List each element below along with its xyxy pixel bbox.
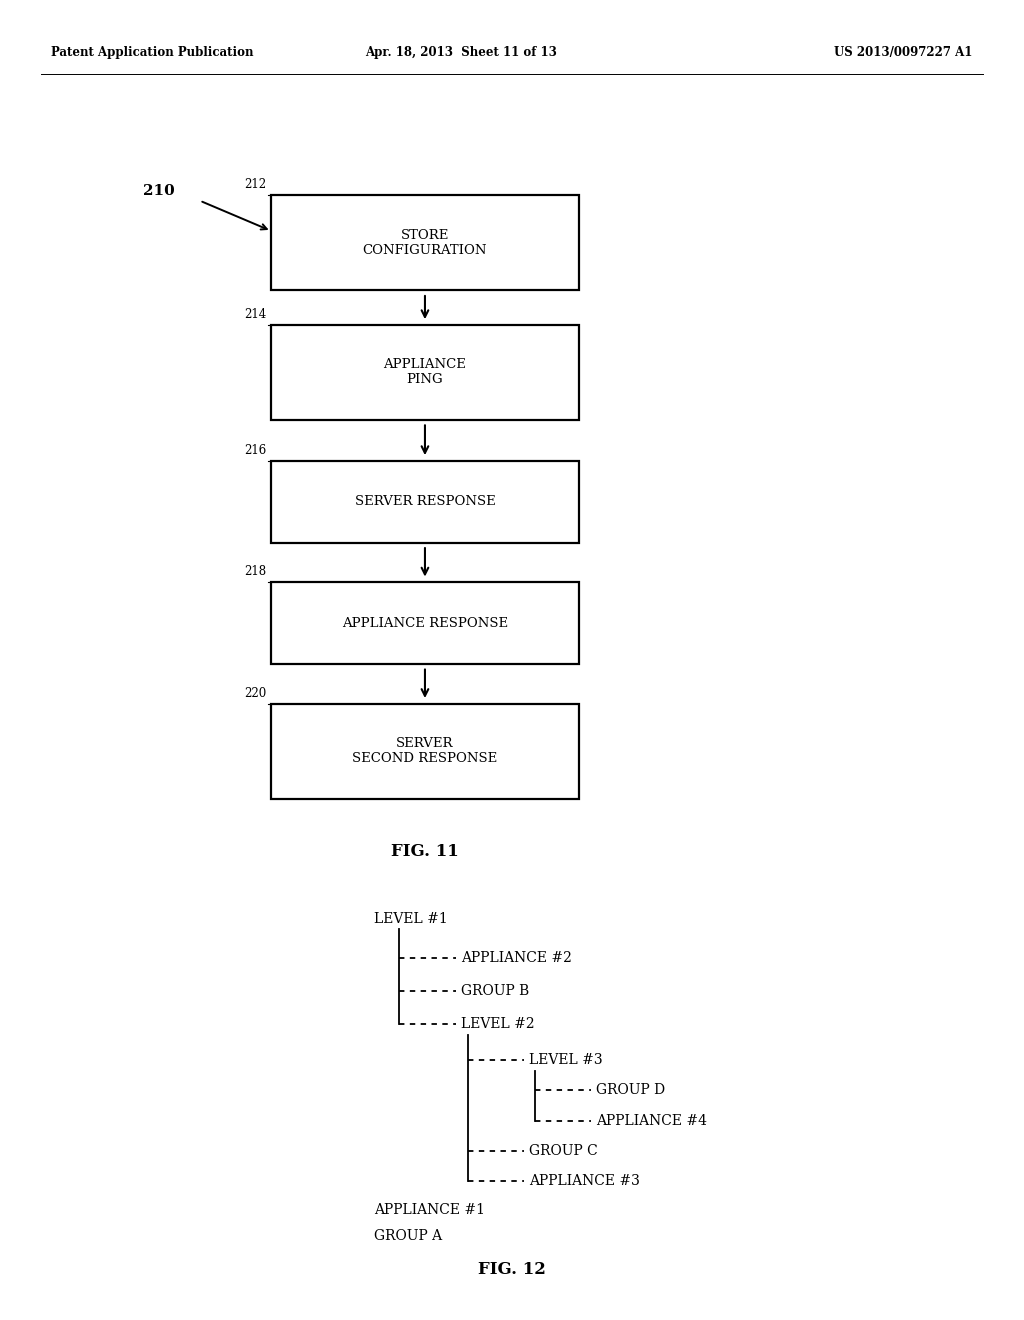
Text: APPLIANCE #4: APPLIANCE #4 <box>596 1114 707 1127</box>
Text: US 2013/0097227 A1: US 2013/0097227 A1 <box>835 46 973 59</box>
Bar <box>271 325 579 420</box>
Text: 214: 214 <box>244 308 266 321</box>
Text: APPLIANCE #1: APPLIANCE #1 <box>374 1204 484 1217</box>
Text: 212: 212 <box>244 178 266 191</box>
Text: GROUP D: GROUP D <box>596 1084 666 1097</box>
Text: 216: 216 <box>244 444 266 457</box>
Text: LEVEL #3: LEVEL #3 <box>529 1053 603 1067</box>
Text: SERVER
SECOND RESPONSE: SERVER SECOND RESPONSE <box>352 737 498 766</box>
Text: APPLIANCE
PING: APPLIANCE PING <box>384 358 466 387</box>
Text: Apr. 18, 2013  Sheet 11 of 13: Apr. 18, 2013 Sheet 11 of 13 <box>365 46 557 59</box>
Text: FIG. 12: FIG. 12 <box>478 1262 546 1278</box>
Bar <box>271 704 579 799</box>
Text: APPLIANCE RESPONSE: APPLIANCE RESPONSE <box>342 616 508 630</box>
Bar <box>271 195 579 290</box>
Text: APPLIANCE #2: APPLIANCE #2 <box>461 952 571 965</box>
Text: GROUP C: GROUP C <box>529 1144 598 1158</box>
Bar <box>271 461 579 543</box>
Text: Patent Application Publication: Patent Application Publication <box>51 46 254 59</box>
Text: LEVEL #1: LEVEL #1 <box>374 912 447 925</box>
Text: 220: 220 <box>244 686 266 700</box>
Text: GROUP B: GROUP B <box>461 985 529 998</box>
Text: SERVER RESPONSE: SERVER RESPONSE <box>354 495 496 508</box>
Bar <box>271 582 579 664</box>
Text: 218: 218 <box>244 565 266 578</box>
Text: FIG. 11: FIG. 11 <box>391 843 459 859</box>
Text: 210: 210 <box>142 185 175 198</box>
Text: LEVEL #2: LEVEL #2 <box>461 1018 535 1031</box>
Text: GROUP A: GROUP A <box>374 1229 442 1242</box>
Text: APPLIANCE #3: APPLIANCE #3 <box>529 1175 640 1188</box>
Text: STORE
CONFIGURATION: STORE CONFIGURATION <box>362 228 487 257</box>
